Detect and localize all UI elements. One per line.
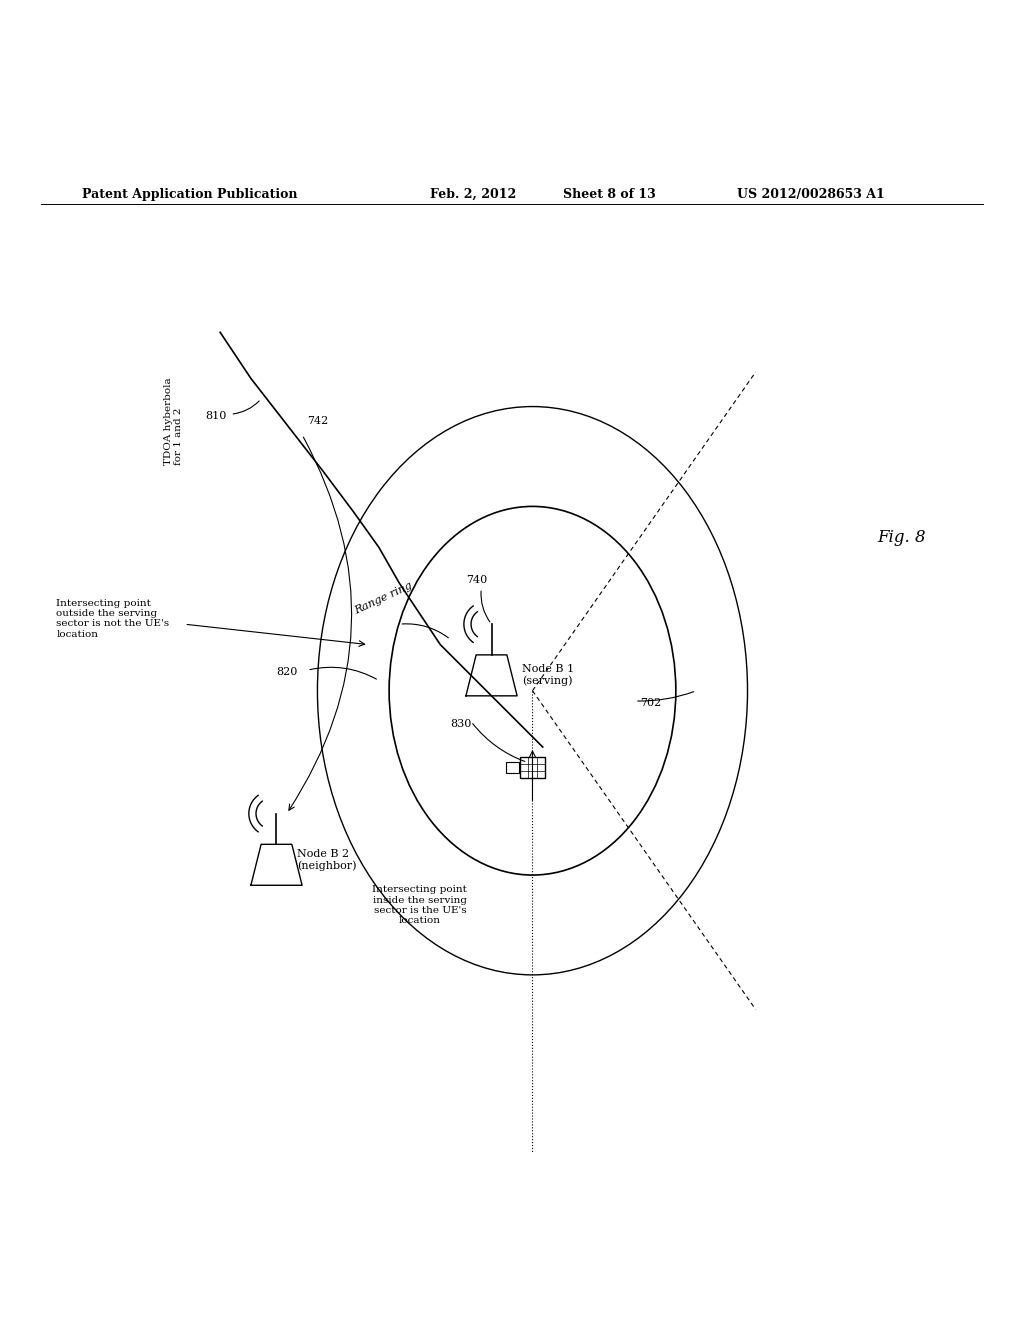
Text: Intersecting point
inside the serving
sector is the UE's
location: Intersecting point inside the serving se… — [373, 886, 467, 925]
Text: Node B 1
(serving): Node B 1 (serving) — [522, 664, 574, 686]
Text: 740: 740 — [466, 576, 487, 585]
Text: 742: 742 — [307, 417, 329, 426]
Text: TDOA hyberbola
for 1 and 2: TDOA hyberbola for 1 and 2 — [164, 378, 183, 466]
Polygon shape — [466, 655, 517, 696]
Text: 820: 820 — [276, 668, 298, 677]
Text: 810: 810 — [205, 412, 226, 421]
Text: Feb. 2, 2012: Feb. 2, 2012 — [430, 187, 516, 201]
FancyBboxPatch shape — [520, 758, 546, 777]
Text: US 2012/0028653 A1: US 2012/0028653 A1 — [737, 187, 885, 201]
Text: Range ring: Range ring — [353, 581, 415, 616]
Text: Sheet 8 of 13: Sheet 8 of 13 — [563, 187, 656, 201]
Polygon shape — [251, 845, 302, 886]
Text: Intersecting point
outside the serving
sector is not the UE's
location: Intersecting point outside the serving s… — [56, 598, 169, 639]
Text: 830: 830 — [451, 718, 472, 729]
Text: Patent Application Publication: Patent Application Publication — [82, 187, 297, 201]
Text: 702: 702 — [640, 698, 662, 708]
Text: Fig. 8: Fig. 8 — [877, 528, 926, 545]
Text: Node B 2
(neighbor): Node B 2 (neighbor) — [297, 849, 356, 871]
FancyBboxPatch shape — [507, 763, 519, 772]
